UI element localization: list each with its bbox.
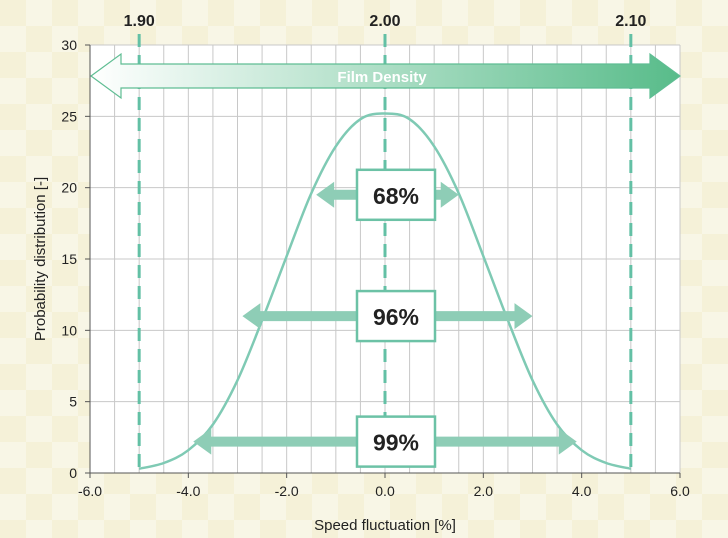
x-tick-label: 0.0 <box>375 483 395 499</box>
density-tick-label: 2.10 <box>615 13 646 30</box>
interval-label-box <box>355 289 437 343</box>
y-tick-label: 10 <box>61 322 77 338</box>
density-tick-label: 2.00 <box>369 13 400 30</box>
intervals: 68% 96% 99% <box>193 168 577 468</box>
x-tick-label: 6.0 <box>670 483 690 499</box>
axes: -6.0 -4.0 -2.0 0.0 2.0 4.0 6.0 0 5 10 15 20 25 30 <box>61 37 690 499</box>
interval-label: 68% <box>373 183 419 209</box>
y-tick-label: 0 <box>69 465 77 481</box>
interval-label: 99% <box>373 430 419 456</box>
density-tick-label: 1.90 <box>124 13 155 30</box>
film-density-arrow <box>89 52 682 100</box>
y-tick-label: 25 <box>61 108 77 124</box>
interval-label: 96% <box>373 304 419 330</box>
x-axis-label: Speed fluctuation [%] <box>314 517 456 534</box>
x-tick-label: -4.0 <box>176 483 200 499</box>
distribution-curve <box>138 112 632 470</box>
curve-layer <box>138 112 632 470</box>
x-tick-label: -2.0 <box>275 483 299 499</box>
density-axis: 1.90 2.00 2.10 Film Density <box>89 13 682 471</box>
interval-label-box <box>355 168 437 222</box>
y-axis-label: Probability distribution [-] <box>32 177 49 341</box>
y-tick-label: 5 <box>69 394 77 410</box>
x-tick-label: 4.0 <box>572 483 592 499</box>
x-tick-label: 2.0 <box>474 483 494 499</box>
y-tick-label: 30 <box>61 37 77 53</box>
y-tick-label: 15 <box>61 251 77 267</box>
x-tick-label: -6.0 <box>78 483 102 499</box>
y-tick-label: 20 <box>61 180 77 196</box>
film-density-label: Film Density <box>337 69 427 86</box>
interval-label-box <box>355 415 437 468</box>
